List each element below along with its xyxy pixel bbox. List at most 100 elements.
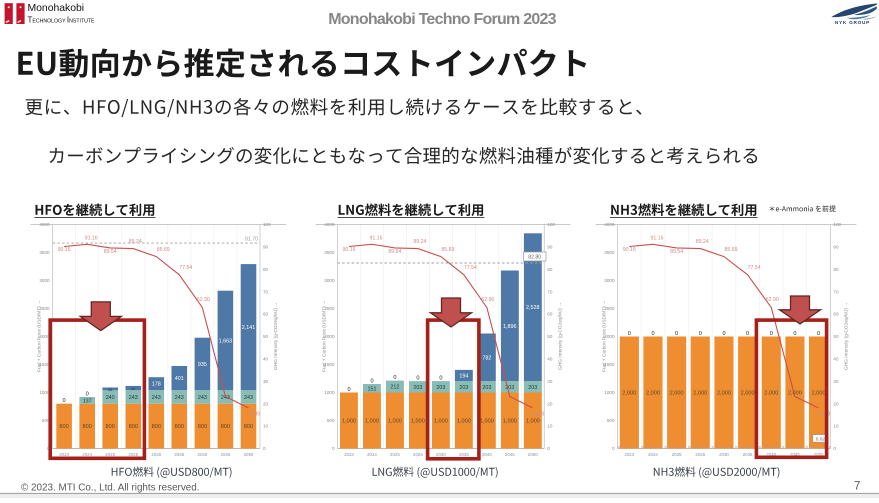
svg-text:40: 40 bbox=[263, 357, 269, 362]
svg-text:50: 50 bbox=[263, 334, 269, 339]
svg-text:100: 100 bbox=[547, 222, 555, 227]
svg-text:91.16: 91.16 bbox=[85, 235, 98, 241]
svg-text:91.16: 91.16 bbox=[651, 235, 664, 241]
svg-text:10: 10 bbox=[547, 424, 553, 429]
svg-text:1,000: 1,000 bbox=[388, 419, 402, 425]
svg-text:85.69: 85.69 bbox=[157, 247, 170, 253]
svg-text:2050: 2050 bbox=[814, 452, 824, 457]
svg-text:18.09: 18.09 bbox=[817, 412, 830, 418]
svg-text:1,000: 1,000 bbox=[457, 419, 471, 425]
svg-text:800: 800 bbox=[198, 424, 207, 430]
svg-text:20: 20 bbox=[263, 401, 269, 406]
svg-text:80: 80 bbox=[833, 267, 839, 272]
svg-text:203: 203 bbox=[459, 385, 468, 391]
svg-text:85.69: 85.69 bbox=[441, 247, 454, 253]
svg-text:2,000: 2,000 bbox=[717, 391, 731, 397]
svg-text:2000: 2000 bbox=[604, 334, 615, 339]
svg-text:1000: 1000 bbox=[39, 390, 50, 395]
svg-text:500: 500 bbox=[42, 418, 50, 423]
svg-text:2030: 2030 bbox=[436, 452, 446, 457]
svg-text:401: 401 bbox=[175, 376, 184, 382]
svg-text:NYK GROUP: NYK GROUP bbox=[835, 20, 870, 25]
svg-text:782: 782 bbox=[482, 355, 491, 361]
svg-text:90.16: 90.16 bbox=[623, 247, 636, 253]
svg-text:0: 0 bbox=[393, 375, 396, 381]
svg-text:Monohakobi Techno Forum 2023: Monohakobi Techno Forum 2023 bbox=[328, 11, 556, 28]
svg-text:2,000: 2,000 bbox=[764, 391, 778, 397]
svg-text:2035: 2035 bbox=[743, 452, 753, 457]
svg-text:2024: 2024 bbox=[367, 452, 377, 457]
svg-text:1,000: 1,000 bbox=[411, 419, 425, 425]
svg-text:20: 20 bbox=[547, 401, 553, 406]
svg-text:Fuel + Carbon Price (USD/MT): Fuel + Carbon Price (USD/MT) → bbox=[37, 300, 43, 372]
svg-text:0: 0 bbox=[675, 331, 678, 337]
svg-text:0: 0 bbox=[370, 379, 373, 385]
svg-text:GHG Intensity (g-CO2eq/MJ) →: GHG Intensity (g-CO2eq/MJ) → bbox=[843, 302, 849, 370]
svg-text:2026: 2026 bbox=[413, 452, 423, 457]
svg-text:3000: 3000 bbox=[39, 278, 50, 283]
svg-text:0: 0 bbox=[722, 331, 725, 337]
svg-text:800: 800 bbox=[106, 424, 115, 430]
svg-text:77.54: 77.54 bbox=[748, 265, 761, 271]
svg-text:7: 7 bbox=[854, 481, 860, 493]
svg-text:0: 0 bbox=[699, 331, 702, 337]
svg-text:243: 243 bbox=[175, 395, 184, 401]
svg-text:800: 800 bbox=[129, 424, 138, 430]
svg-text:4000: 4000 bbox=[39, 222, 50, 227]
svg-text:0: 0 bbox=[547, 446, 550, 451]
svg-text:90: 90 bbox=[833, 245, 839, 250]
svg-text:2035: 2035 bbox=[459, 452, 469, 457]
svg-text:0: 0 bbox=[63, 398, 66, 404]
svg-text:89.24: 89.24 bbox=[696, 239, 709, 245]
svg-text:89.24: 89.24 bbox=[413, 239, 426, 245]
svg-text:Fuel + Carbon Price (USD/MT): Fuel + Carbon Price (USD/MT) → bbox=[322, 300, 328, 372]
svg-text:178: 178 bbox=[152, 382, 161, 388]
svg-text:2045: 2045 bbox=[505, 452, 515, 457]
svg-text:Fuel + Carbon Price (USD/MT): Fuel + Carbon Price (USD/MT) → bbox=[602, 300, 608, 372]
svg-text:0: 0 bbox=[833, 446, 836, 451]
svg-text:1,000: 1,000 bbox=[526, 419, 540, 425]
svg-text:0: 0 bbox=[332, 446, 335, 451]
svg-text:1,663: 1,663 bbox=[219, 338, 233, 344]
svg-text:194: 194 bbox=[459, 374, 468, 380]
svg-text:243: 243 bbox=[129, 395, 138, 401]
svg-text:3500: 3500 bbox=[324, 250, 335, 255]
svg-text:2040: 2040 bbox=[766, 452, 776, 457]
svg-text:0: 0 bbox=[793, 331, 796, 337]
svg-text:3000: 3000 bbox=[604, 278, 615, 283]
svg-text:62.90: 62.90 bbox=[766, 297, 779, 303]
svg-text:0: 0 bbox=[263, 446, 266, 451]
svg-text:18.09: 18.09 bbox=[531, 412, 544, 418]
svg-text:88: 88 bbox=[131, 387, 135, 391]
svg-text:77.54: 77.54 bbox=[179, 265, 192, 271]
svg-text:2025: 2025 bbox=[672, 452, 682, 457]
svg-text:0: 0 bbox=[612, 446, 615, 451]
svg-text:2024: 2024 bbox=[82, 452, 92, 457]
svg-text:1500: 1500 bbox=[324, 362, 335, 367]
svg-text:800: 800 bbox=[221, 424, 230, 430]
svg-text:2,000: 2,000 bbox=[693, 391, 707, 397]
svg-text:800: 800 bbox=[59, 424, 68, 430]
svg-text:2500: 2500 bbox=[39, 306, 50, 311]
svg-text:91.70: 91.70 bbox=[245, 237, 258, 243]
svg-text:500: 500 bbox=[607, 418, 615, 423]
svg-text:2000: 2000 bbox=[324, 334, 335, 339]
svg-text:90: 90 bbox=[547, 245, 553, 250]
svg-text:151: 151 bbox=[368, 386, 377, 392]
svg-text:2,000: 2,000 bbox=[670, 391, 684, 397]
svg-text:2023: 2023 bbox=[344, 452, 354, 457]
svg-text:1,896: 1,896 bbox=[503, 324, 517, 330]
svg-text:203: 203 bbox=[482, 385, 491, 391]
svg-text:2050: 2050 bbox=[244, 452, 254, 457]
svg-text:0: 0 bbox=[86, 392, 89, 398]
svg-text:30: 30 bbox=[263, 379, 269, 384]
svg-text:80: 80 bbox=[263, 267, 269, 272]
svg-text:800: 800 bbox=[83, 424, 92, 430]
svg-text:0: 0 bbox=[651, 331, 654, 337]
svg-text:50: 50 bbox=[547, 334, 553, 339]
svg-text:0: 0 bbox=[770, 331, 773, 337]
svg-text:203: 203 bbox=[505, 385, 514, 391]
svg-text:2025: 2025 bbox=[105, 452, 115, 457]
svg-text:3000: 3000 bbox=[324, 278, 335, 283]
svg-text:82.80: 82.80 bbox=[528, 255, 541, 261]
